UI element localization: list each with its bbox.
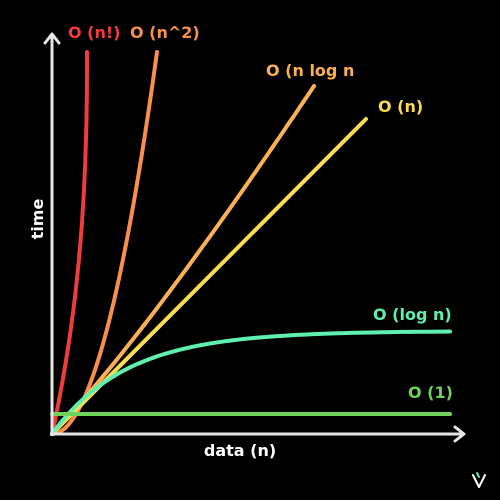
series-label-factorial: O (n!)	[68, 23, 120, 42]
series-label-quadratic: O (n^2)	[130, 23, 200, 42]
v-logo-stroke	[472, 474, 486, 488]
x-axis-arrow	[453, 425, 466, 443]
series-labels: O (n!) O (n^2) O (n log n O (n) O (log n) O (…	[68, 23, 453, 402]
y-axis-arrow	[43, 32, 61, 45]
axes	[43, 32, 466, 443]
curves-group	[50, 50, 452, 436]
series-label-linear: O (n)	[378, 97, 423, 116]
series-line-quadratic	[50, 50, 159, 436]
series-label-linearithmic: O (n log n	[266, 61, 354, 80]
x-axis-label: data (n)	[204, 441, 276, 460]
v-logo-accent	[476, 472, 480, 478]
series-label-constant: O (1)	[408, 383, 453, 402]
v-logo-icon	[472, 472, 486, 488]
series-line-logarithmic	[50, 329, 452, 436]
series-label-logarithmic: O (log n)	[373, 305, 452, 324]
series-line-factorial	[50, 50, 89, 436]
y-axis-label: time	[28, 199, 47, 240]
series-line-linearithmic	[50, 84, 316, 436]
